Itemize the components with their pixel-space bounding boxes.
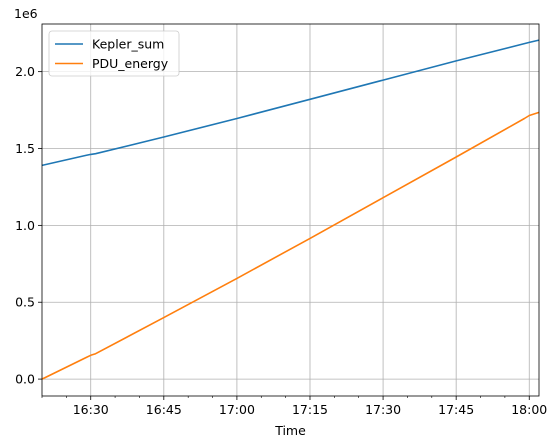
- axis-ticks: 16:30 16:45 17:00 17:15 17:30 17:45 18:00 0.0 0.…: [15, 64, 547, 417]
- legend-box: [48, 30, 180, 77]
- x-tick-label: 17:00: [219, 402, 255, 417]
- legend-entry-label: PDU_energy: [92, 56, 169, 71]
- series-lines: [41, 39, 540, 380]
- grid: [42, 24, 539, 396]
- series-line-pdu-energy: [41, 111, 540, 380]
- x-axis-label: Time: [274, 423, 306, 438]
- x-tick-label: 16:30: [73, 402, 109, 417]
- y-tick-label: 0.0: [15, 372, 35, 387]
- y-axis-offset-label: 1e6: [14, 6, 38, 21]
- x-tick-label: 18:00: [511, 402, 547, 417]
- y-tick-label: 1.0: [15, 218, 35, 233]
- plot-area-frame: [41, 23, 540, 397]
- x-tick-label: 17:30: [365, 402, 401, 417]
- x-tick-label: 17:45: [438, 402, 474, 417]
- y-tick-label: 0.5: [15, 295, 35, 310]
- legend-entry-label: Kepler_sum: [92, 37, 164, 52]
- y-tick-label: 1.5: [15, 141, 35, 156]
- series-line-kepler-sum: [41, 39, 540, 167]
- x-tick-label: 16:45: [146, 402, 182, 417]
- x-tick-label: 17:15: [292, 402, 328, 417]
- y-tick-label: 2.0: [15, 64, 35, 79]
- legend: Kepler_sum PDU_energy: [48, 30, 180, 77]
